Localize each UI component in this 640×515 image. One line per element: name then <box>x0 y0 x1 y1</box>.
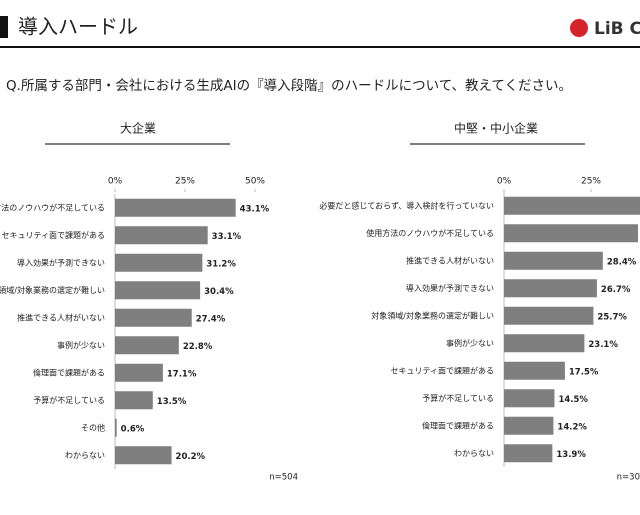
category-label: 対象領域/対象業務の選定が難しい <box>0 285 105 295</box>
category-label: 予算が不足している <box>422 393 494 403</box>
value-label: 17.5% <box>569 367 599 377</box>
sample-size: n=30 <box>617 473 640 483</box>
value-label: 14.2% <box>557 422 587 432</box>
bar <box>115 226 208 245</box>
category-label: わからない <box>454 449 494 458</box>
value-label: 25.7% <box>597 312 627 322</box>
x-tick-label: 0% <box>108 177 123 187</box>
bar <box>504 334 585 353</box>
category-label: 必要だと感じておらず、導入検討を行っていない <box>319 200 494 210</box>
value-label: 27.4% <box>196 314 226 324</box>
category-label: 予算が不足している <box>33 395 105 405</box>
category-label: 倫理面で課題がある <box>422 420 494 430</box>
value-label: 31.2% <box>206 259 236 269</box>
bar <box>115 253 203 272</box>
sample-size: n=504 <box>269 473 298 483</box>
value-label: 43.1% <box>240 204 270 214</box>
bar <box>504 279 597 298</box>
bar <box>115 281 201 300</box>
logo-icon <box>570 19 588 37</box>
category-label: 事例が少ない <box>446 338 494 348</box>
bar <box>504 196 640 215</box>
bar <box>115 418 117 437</box>
value-label: 13.9% <box>556 450 586 460</box>
category-label: 使用方法のノウハウが不足している <box>366 228 494 238</box>
category-label: 使用方法のノウハウが不足している <box>0 202 105 212</box>
category-label: その他 <box>81 422 105 432</box>
slide-title: 導入ハードル <box>18 15 138 39</box>
title-marker <box>0 16 8 38</box>
value-label: 13.5% <box>157 397 187 407</box>
bar <box>115 391 153 410</box>
bar <box>504 224 638 243</box>
category-label: 対象領域/対象業務の選定が難しい <box>371 310 494 320</box>
category-label: 導入効果が予測できない <box>406 283 494 293</box>
bar <box>504 416 554 435</box>
logo: LiB CONSULTING <box>594 19 640 39</box>
chart-title: 大企業 <box>120 121 156 136</box>
value-label: 30.4% <box>204 287 234 297</box>
x-tick-label: 25% <box>581 177 601 187</box>
chart-title: 中堅・中小企業 <box>454 121 538 136</box>
value-label: 26.7% <box>601 285 631 295</box>
question: Q.所属する部門・会社における生成AIの『導入段階』のハードルについて、教えてく… <box>6 78 572 94</box>
category-label: 推進できる人材がいない <box>406 255 494 265</box>
x-tick-label: 50% <box>245 177 265 187</box>
bar <box>504 389 555 408</box>
value-label: 20.2% <box>176 452 206 462</box>
value-label: 28.4% <box>607 257 637 267</box>
category-label: 事例が少ない <box>57 340 105 350</box>
category-label: わからない <box>65 451 105 460</box>
bar <box>115 308 192 327</box>
category-label: セキュリティ面で課題がある <box>1 230 105 240</box>
category-label: セキュリティ面で課題がある <box>390 365 494 375</box>
category-label: 導入効果が予測できない <box>17 257 105 267</box>
value-label: 14.5% <box>558 395 588 405</box>
value-label: 33.1% <box>212 232 242 242</box>
category-label: 倫理面で課題がある <box>33 367 105 377</box>
bar <box>115 336 179 355</box>
value-label: 17.1% <box>167 369 197 379</box>
x-tick-label: 25% <box>175 177 195 187</box>
value-label: 0.6% <box>121 424 145 434</box>
bar <box>504 251 603 270</box>
bar <box>115 198 236 217</box>
x-tick-label: 0% <box>497 177 512 187</box>
category-label: 推進できる人材がいない <box>17 312 105 322</box>
bar <box>115 446 172 465</box>
bar <box>504 306 594 325</box>
value-label: 22.8% <box>183 342 213 352</box>
bar <box>504 444 553 463</box>
bar <box>115 363 163 382</box>
value-label: 23.1% <box>588 340 618 350</box>
bar <box>504 361 565 380</box>
